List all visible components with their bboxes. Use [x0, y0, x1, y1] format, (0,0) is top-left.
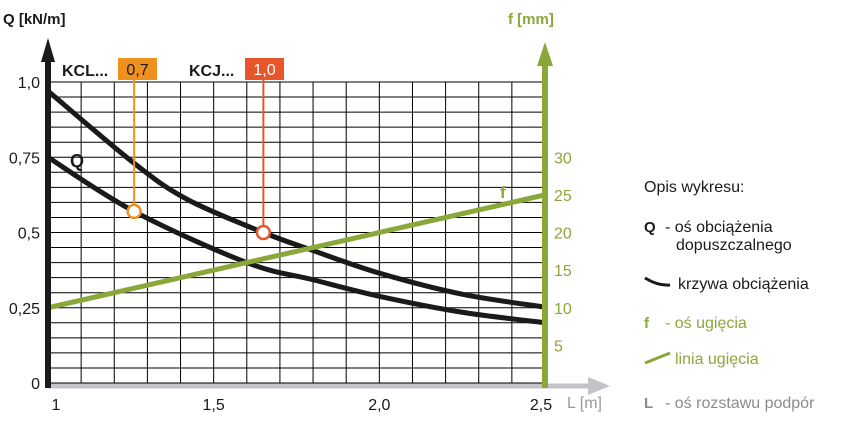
- legend-line-icon: [644, 351, 671, 365]
- y2-axis-arrow-icon: [537, 42, 553, 66]
- deflection-line: [47, 192, 546, 311]
- y2-tick-label: 10: [554, 301, 572, 318]
- y2-tick-label: 15: [554, 263, 572, 280]
- y2-axis-label: f [mm]: [508, 11, 554, 28]
- curves: [46, 89, 546, 326]
- legend-l-symbol: L: [644, 395, 653, 412]
- legend-q-text: - oś obciążenia: [665, 219, 773, 236]
- x-tick-label: 2,5: [530, 397, 552, 414]
- legend-q-text-2: dopuszczalnego: [676, 237, 792, 254]
- y2-tick-label: 20: [554, 226, 572, 243]
- marker-prefix: KCJ...: [189, 63, 234, 80]
- legend-f-symbol: f: [644, 315, 650, 332]
- marker-value-badge: [245, 58, 284, 80]
- tick-labels: 1 1,5 2,0 2,5 0 0,25 0,5 0,75 1,0 5 10 15 20 25 30: [9, 75, 572, 414]
- marker-value: 1,0: [253, 62, 275, 79]
- x-tick-label: 1,5: [203, 397, 225, 414]
- f-line-label: f: [500, 183, 506, 202]
- marker-value: 0,7: [126, 62, 148, 79]
- markers: KCL... 0,7 KCJ... 1,0: [62, 58, 284, 241]
- y-tick-label: 0,5: [18, 226, 40, 243]
- x-tick-label: 2,0: [368, 397, 390, 414]
- legend: Opis wykresu: Q - oś obciążenia dopuszcz…: [644, 179, 815, 412]
- y-axis-arrow-icon: [41, 38, 55, 62]
- y-tick-label: 1,0: [18, 75, 40, 92]
- y2-tick-label: 30: [554, 150, 572, 167]
- legend-title: Opis wykresu:: [644, 179, 744, 196]
- x-axis-arrow-icon: [588, 377, 610, 395]
- x-axis-label: L [m]: [567, 395, 602, 412]
- marker-value-badge: [118, 58, 157, 80]
- y-tick-label: 0,75: [9, 150, 40, 167]
- y-tick-label: 0: [31, 376, 40, 393]
- legend-curve-text: krzywa obciążenia: [678, 276, 809, 293]
- marker-prefix: KCL...: [62, 63, 108, 80]
- y2-tick-label: 5: [554, 338, 563, 355]
- legend-line-text: linia ugięcia: [675, 351, 759, 368]
- y-axis-label: Q [kN/m]: [3, 11, 66, 28]
- x-tick-label: 1: [52, 397, 61, 414]
- q-curve-label: Q: [70, 151, 84, 171]
- y2-tick-label: 25: [554, 188, 572, 205]
- legend-curve-icon: [644, 276, 671, 287]
- legend-f-text: - oś ugięcia: [665, 315, 747, 332]
- axes: [41, 38, 610, 395]
- marker-point: [255, 224, 272, 241]
- legend-l-text: - oś rozstawu podpór: [665, 395, 815, 412]
- grid: [47, 81, 546, 384]
- y-tick-label: 0,25: [9, 301, 40, 318]
- marker-point: [126, 203, 142, 220]
- legend-q-symbol: Q: [644, 219, 656, 236]
